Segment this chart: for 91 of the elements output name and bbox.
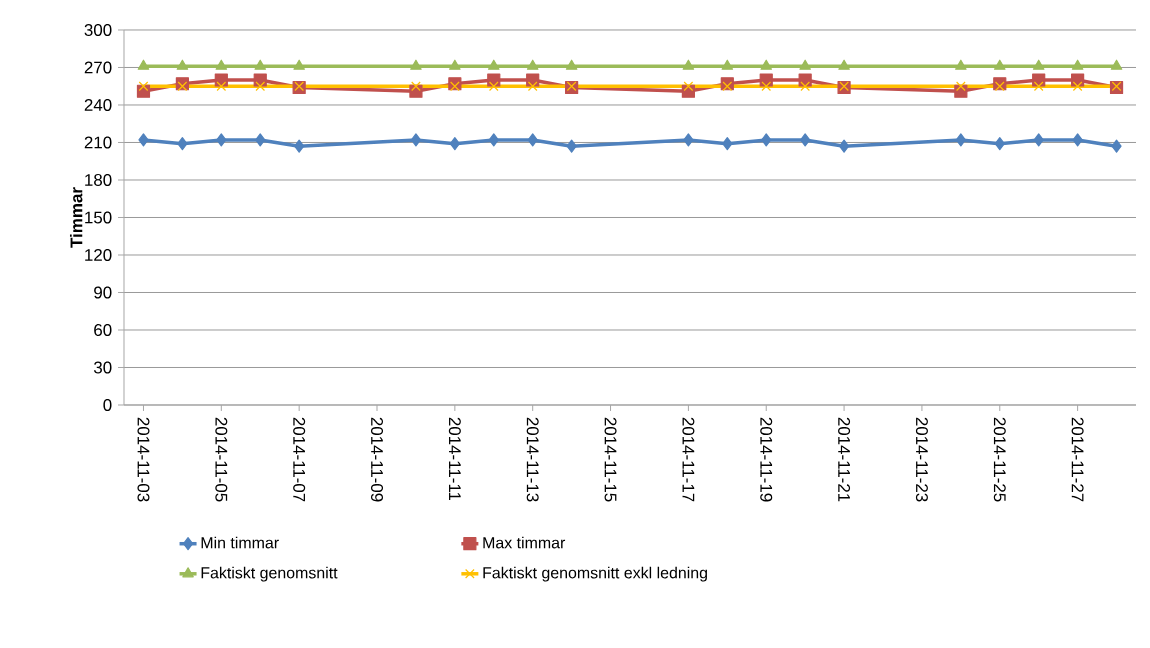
x-tick-label: 2014-11-09 xyxy=(371,417,384,502)
point xyxy=(800,81,810,92)
point xyxy=(838,139,850,153)
point xyxy=(487,59,500,70)
x-tick-label: 2014-11-23 xyxy=(915,417,928,502)
point xyxy=(1033,81,1044,92)
point xyxy=(1032,59,1045,70)
point xyxy=(411,81,421,92)
point xyxy=(1032,73,1046,87)
point xyxy=(993,59,1006,70)
x-tick-label: 2014-11-15 xyxy=(604,417,617,502)
point xyxy=(410,59,422,70)
x-tick-label: 2014-11-05 xyxy=(215,417,228,502)
point xyxy=(759,73,773,87)
point xyxy=(177,81,188,92)
y-tick-label: 60 xyxy=(94,323,112,336)
point xyxy=(761,81,772,92)
x-tick-label: 2014-11-25 xyxy=(993,417,1006,502)
y-tick-label: 150 xyxy=(85,211,112,224)
point xyxy=(799,59,811,70)
point xyxy=(293,59,305,70)
point xyxy=(955,133,966,147)
point xyxy=(449,137,460,151)
point xyxy=(449,59,461,70)
point xyxy=(1033,133,1044,147)
x-tick-label: 2014-11-27 xyxy=(1071,417,1084,502)
point xyxy=(1111,139,1122,153)
legend-label: Min timmar xyxy=(201,536,279,549)
point xyxy=(722,137,733,151)
x-tick-label: 2014-11-07 xyxy=(293,417,306,502)
point xyxy=(1071,59,1084,70)
point xyxy=(566,139,577,153)
point xyxy=(487,73,501,87)
point xyxy=(721,59,734,70)
y-tick-label: 120 xyxy=(85,248,112,261)
point xyxy=(177,137,188,151)
point xyxy=(488,133,499,147)
point xyxy=(255,133,266,147)
point xyxy=(994,81,1005,92)
y-tick-label: 240 xyxy=(84,98,112,111)
point xyxy=(1072,133,1083,147)
point xyxy=(526,59,539,70)
point xyxy=(1110,59,1123,70)
point xyxy=(527,133,538,147)
point xyxy=(800,133,811,147)
point xyxy=(137,59,150,70)
point xyxy=(215,59,228,70)
point xyxy=(955,59,967,70)
point xyxy=(761,133,772,147)
point xyxy=(760,59,773,70)
y-tick-label: 30 xyxy=(93,361,112,374)
point xyxy=(683,133,694,147)
point xyxy=(253,73,267,87)
x-tick-label: 2014-11-11 xyxy=(448,417,461,501)
point xyxy=(216,81,227,92)
x-tick-label: 2014-11-17 xyxy=(682,417,695,502)
point xyxy=(1072,81,1083,92)
point xyxy=(722,81,733,92)
y-tick-label: 270 xyxy=(84,61,112,74)
y-tick-label: 300 xyxy=(84,23,112,36)
point xyxy=(138,133,149,147)
point xyxy=(565,59,578,70)
y-axis-title: Timmar xyxy=(69,187,83,248)
point xyxy=(798,73,812,87)
point xyxy=(255,81,266,92)
legend-label: Max timmar xyxy=(483,536,566,549)
point xyxy=(956,81,966,92)
point xyxy=(450,81,460,92)
point xyxy=(994,137,1005,151)
y-tick-label: 180 xyxy=(85,173,112,186)
legend-label: Faktiskt genomsnitt exkl ledning xyxy=(483,566,707,582)
point xyxy=(216,133,227,147)
point xyxy=(526,73,540,87)
point xyxy=(682,59,695,70)
point xyxy=(176,59,189,70)
x-tick-label: 2014-11-19 xyxy=(760,417,773,502)
point xyxy=(838,59,850,70)
x-tick-label: 2014-11-21 xyxy=(838,417,851,502)
point xyxy=(138,81,149,92)
legend-label: Faktiskt genomsnitt xyxy=(201,566,338,582)
point xyxy=(294,139,305,153)
y-tick-label: 90 xyxy=(94,286,112,299)
point xyxy=(410,133,422,147)
y-tick-label: 0 xyxy=(103,398,112,411)
point xyxy=(254,59,267,70)
point xyxy=(527,81,538,92)
point xyxy=(683,81,694,92)
x-tick-label: 2014-11-03 xyxy=(137,417,150,502)
x-tick-label: 2014-11-13 xyxy=(526,417,539,502)
y-tick-label: 210 xyxy=(84,136,112,149)
point xyxy=(488,81,499,92)
